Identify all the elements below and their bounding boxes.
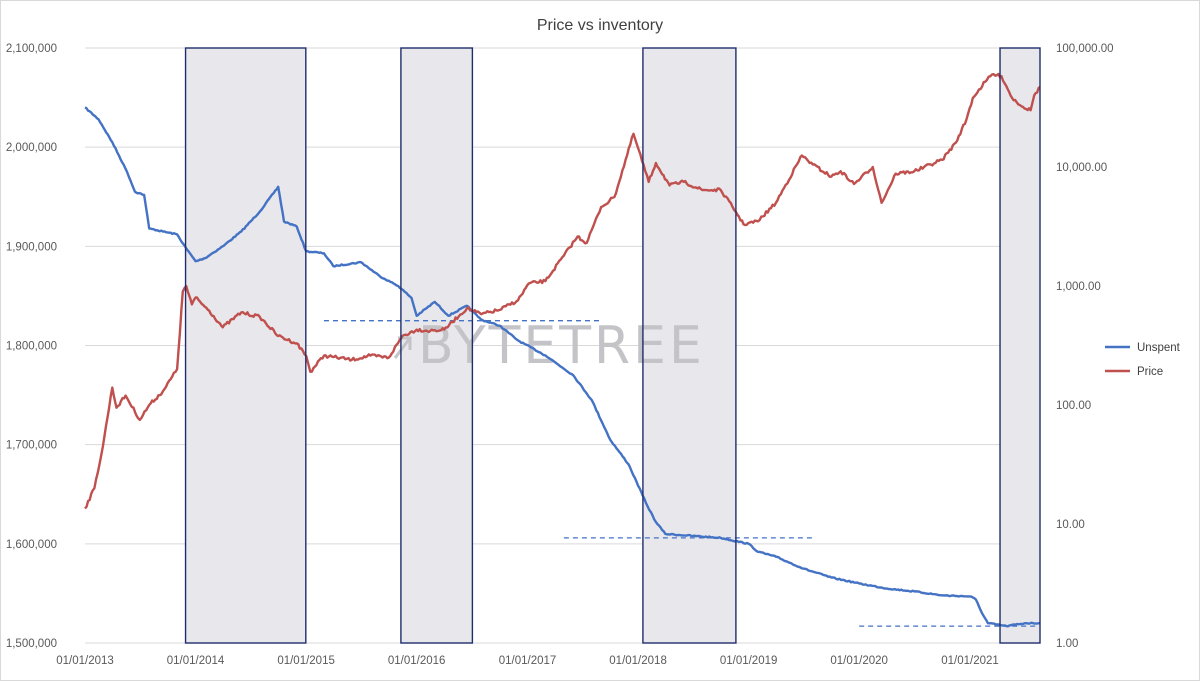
shaded-period-outline [184, 47, 307, 644]
left-tick-label: 1,800,000 [6, 341, 57, 353]
x-tick-label: 01/01/2018 [609, 655, 667, 667]
shaded-periods [185, 48, 1040, 643]
x-tick-label: 01/01/2014 [167, 655, 225, 667]
legend-label-price: Price [1137, 366, 1163, 378]
x-tick-label: 01/01/2020 [830, 655, 888, 667]
left-tick-label: 1,700,000 [6, 440, 57, 452]
reference-lines [323, 320, 1039, 627]
series-lines [84, 72, 1041, 628]
right-tick-label: 100,000.00 [1056, 43, 1114, 55]
x-tick-label: 01/01/2019 [720, 655, 778, 667]
series-line-price [84, 72, 1041, 510]
shaded-period [400, 48, 473, 643]
series-line-unspent [84, 106, 1041, 628]
legend-label-unspent: Unspent [1137, 342, 1181, 354]
right-tick-label: 10.00 [1056, 519, 1085, 531]
shaded-period [642, 48, 736, 643]
left-tick-label: 1,500,000 [6, 638, 57, 650]
right-tick-label: 1.00 [1056, 638, 1078, 650]
left-tick-label: 1,900,000 [6, 241, 57, 253]
right-tick-label: 1,000.00 [1056, 281, 1101, 293]
shaded-period-outline [642, 47, 737, 644]
shaded-period [1000, 48, 1040, 643]
shaded-period-outline [999, 47, 1041, 644]
x-axis-ticks: 01/01/2013 01/01/2014 01/01/2015 01/01/2016… [56, 655, 999, 667]
x-tick-label: 01/01/2016 [388, 655, 446, 667]
left-tick-label: 2,000,000 [6, 142, 57, 154]
shaded-period-outline [400, 47, 474, 644]
right-tick-label: 100.00 [1056, 400, 1091, 412]
legend: Unspent Price [1105, 342, 1181, 378]
left-axis-ticks: 1,500,000 1,600,000 1,700,000 1,800,000 1,90… [6, 43, 57, 650]
shaded-period [185, 48, 306, 643]
x-tick-label: 01/01/2021 [941, 655, 999, 667]
x-tick-label: 01/01/2017 [499, 655, 557, 667]
right-tick-label: 10,000.00 [1056, 162, 1107, 174]
chart-title: Price vs inventory [537, 17, 663, 34]
left-tick-label: 2,100,000 [6, 43, 57, 55]
x-tick-label: 01/01/2015 [277, 655, 335, 667]
shaded-period-outlines [184, 47, 1041, 644]
x-tick-label: 01/01/2013 [56, 655, 114, 667]
left-tick-label: 1,600,000 [6, 539, 57, 551]
right-axis-ticks: 1.00 10.00 100.00 1,000.00 10,000.00 100,000.… [1056, 43, 1114, 650]
